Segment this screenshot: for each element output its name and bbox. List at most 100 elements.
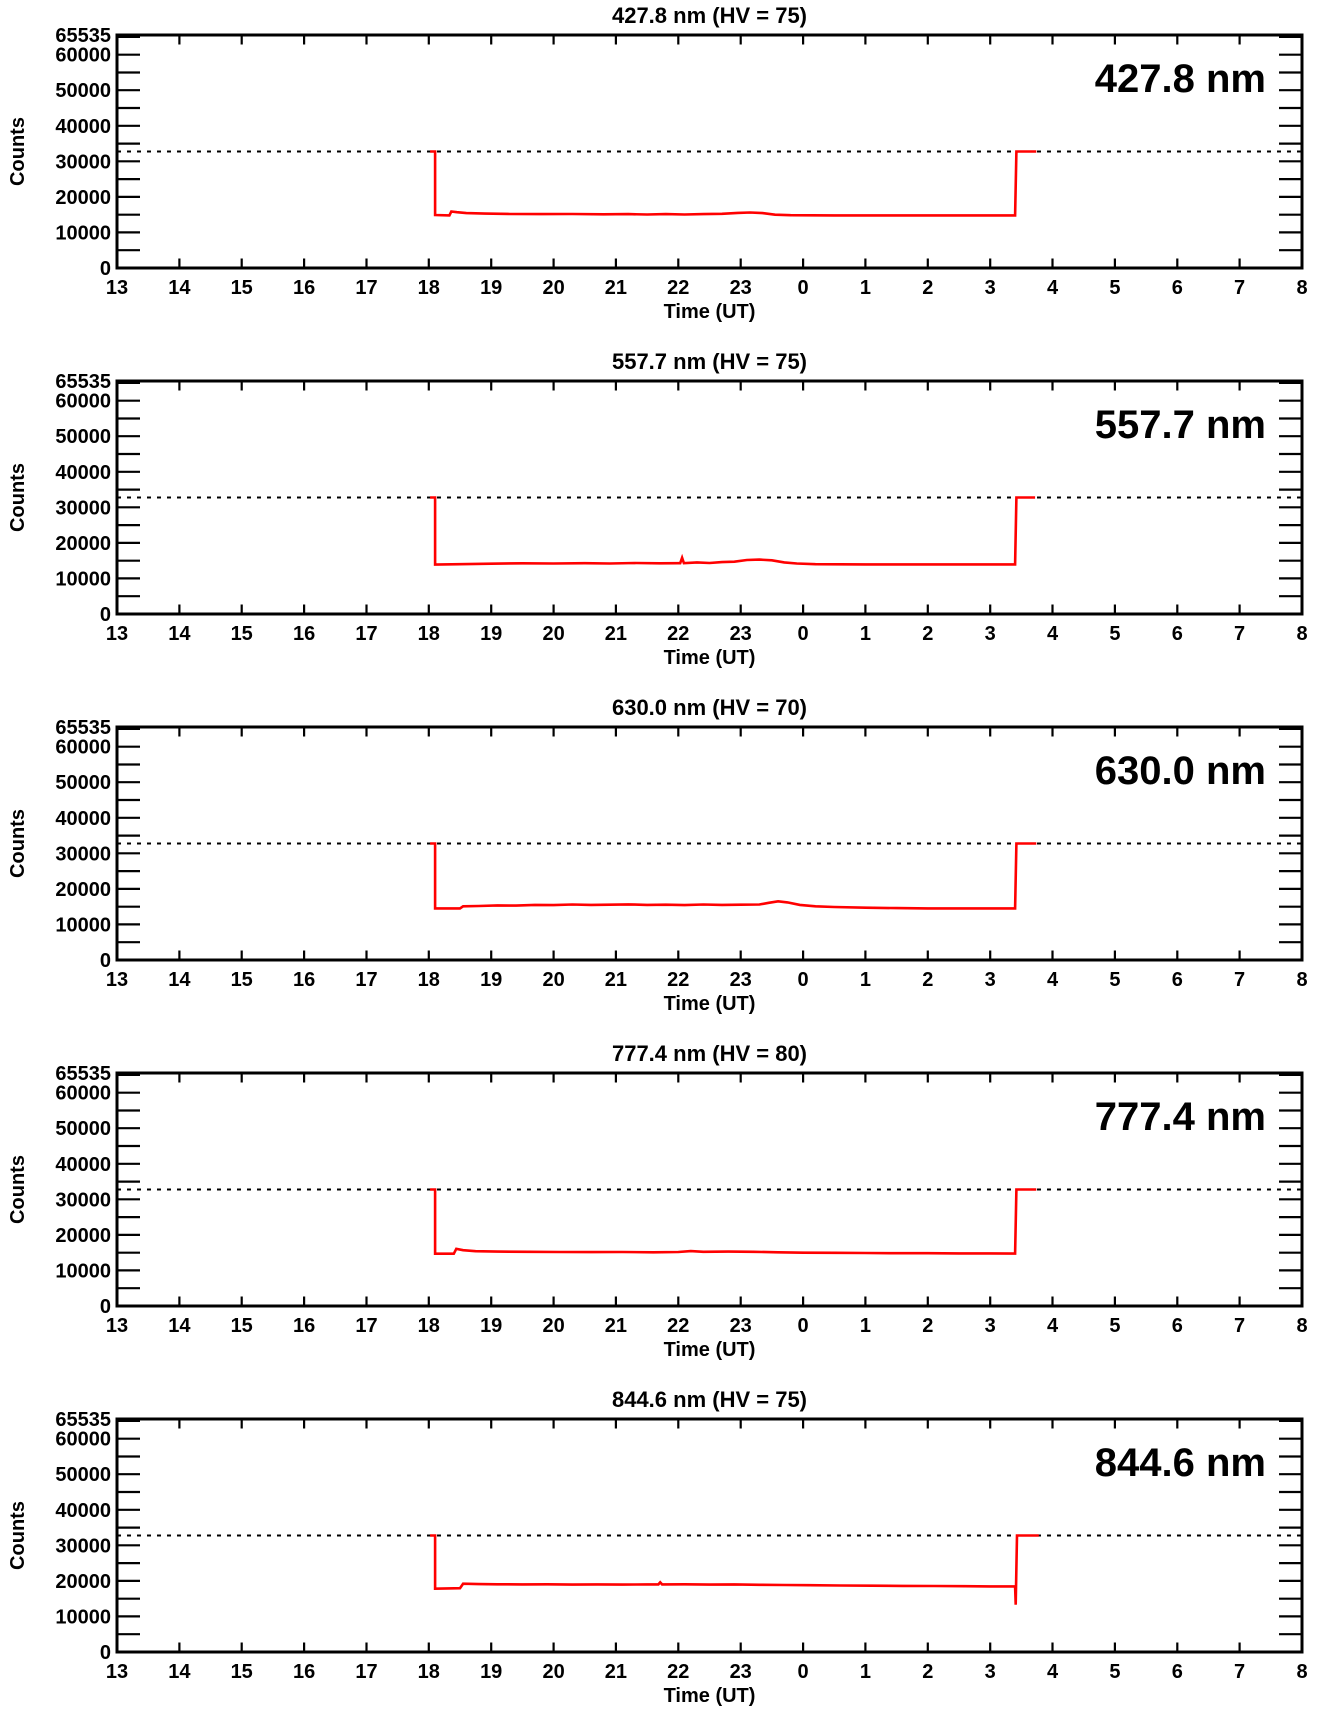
plot-box (115, 1417, 1304, 1654)
x-tick-label: 13 (106, 623, 128, 645)
y-tick-label: 30000 (55, 151, 111, 173)
x-tick-label: 22 (667, 623, 689, 645)
x-tick-label: 21 (605, 277, 627, 299)
x-tick-label: 16 (293, 969, 315, 991)
y-tick-label: 30000 (55, 497, 111, 519)
plot-box (115, 1071, 1304, 1308)
y-tick-label: 60000 (55, 45, 111, 67)
plot-title: 427.8 nm (HV = 75) (612, 3, 807, 28)
y-tick-label: 10000 (55, 914, 111, 936)
x-tick-label: 2 (922, 1661, 933, 1683)
x-axis-title: Time (UT) (664, 1339, 756, 1361)
x-tick-label: 23 (730, 277, 752, 299)
x-tick-label: 4 (1047, 277, 1059, 299)
x-tick-label: 0 (798, 277, 809, 299)
x-tick-label: 14 (168, 1661, 191, 1683)
x-tick-label: 0 (798, 1661, 809, 1683)
y-tick-label: 0 (100, 1296, 111, 1318)
x-axis-title: Time (UT) (664, 647, 756, 669)
chart-block-777-4nm: 777.4 nm (HV = 80) 13 14 15 16 17 18 19 20 21 22 23… (0, 1038, 1336, 1384)
x-tick-label: 4 (1047, 969, 1059, 991)
y-tick-label: 50000 (55, 426, 111, 448)
plot-box (115, 725, 1304, 962)
y-tick-label: 20000 (55, 1571, 111, 1593)
x-tick-label: 14 (168, 623, 191, 645)
x-tick-label: 1 (860, 277, 871, 299)
y-tick-label: 50000 (55, 80, 111, 102)
chart-block-630-0nm: 630.0 nm (HV = 70) 13 14 15 16 17 18 19 20 21 22 23… (0, 692, 1336, 1038)
x-tick-label: 16 (293, 623, 315, 645)
y-tick-label: 40000 (55, 462, 111, 484)
x-tick-label: 16 (293, 1661, 315, 1683)
x-tick-label: 17 (355, 969, 377, 991)
x-tick-label: 18 (418, 1661, 440, 1683)
x-tick-label: 18 (418, 277, 440, 299)
y-tick-label: 30000 (55, 843, 111, 865)
x-tick-label: 6 (1172, 1315, 1183, 1337)
x-axis-title: Time (UT) (664, 993, 756, 1015)
x-tick-label: 2 (922, 623, 933, 645)
y-tick-label: 20000 (55, 879, 111, 901)
x-tick-label: 6 (1172, 277, 1183, 299)
y-tick-label: 10000 (55, 1260, 111, 1282)
x-tick-label: 19 (480, 1661, 502, 1683)
x-tick-label: 3 (985, 623, 996, 645)
x-tick-label: 23 (730, 1315, 752, 1337)
y-tick-label: 65535 (55, 1063, 111, 1085)
x-tick-label: 23 (730, 1661, 752, 1683)
y-axis-title: Counts (7, 1501, 29, 1570)
x-tick-label: 14 (168, 277, 191, 299)
x-tick-label: 23 (730, 969, 752, 991)
y-axis-title: Counts (7, 809, 29, 878)
x-tick-label: 8 (1296, 1315, 1307, 1337)
wavelength-label: 630.0 nm (1095, 749, 1266, 793)
y-tick-label: 0 (100, 1642, 111, 1664)
plot-title: 630.0 nm (HV = 70) (612, 695, 807, 720)
x-tick-label: 13 (106, 1315, 128, 1337)
counts-chart: 427.8 nm (HV = 75)13 14 15 16 17 18 19 20 21 22 23… (7, 3, 1308, 323)
x-tick-label: 17 (355, 1315, 377, 1337)
y-axis-title: Counts (7, 1155, 29, 1224)
x-tick-label: 23 (730, 623, 752, 645)
counts-series-line (430, 1188, 1037, 1255)
x-tick-label: 22 (667, 969, 689, 991)
x-tick-label: 7 (1234, 969, 1245, 991)
x-tick-label: 1 (860, 1315, 871, 1337)
y-tick-label: 60000 (55, 1429, 111, 1451)
x-tick-label: 19 (480, 1315, 502, 1337)
x-tick-label: 6 (1172, 969, 1183, 991)
x-tick-label: 18 (418, 969, 440, 991)
y-tick-label: 0 (100, 258, 111, 280)
chart-block-427-8nm: 427.8 nm (HV = 75) 13 14 15 16 17 18 19 20 21 22 23… (0, 0, 1336, 346)
x-tick-label: 17 (355, 1661, 377, 1683)
x-tick-label: 8 (1296, 277, 1307, 299)
x-tick-label: 1 (860, 1661, 871, 1683)
y-axis-title: Counts (7, 117, 29, 186)
x-tick-label: 2 (922, 1315, 933, 1337)
y-tick-label: 50000 (55, 1464, 111, 1486)
x-tick-label: 13 (106, 1661, 128, 1683)
plot-title: 844.6 nm (HV = 75) (612, 1387, 807, 1412)
x-tick-label: 18 (418, 623, 440, 645)
x-tick-label: 7 (1234, 623, 1245, 645)
y-tick-label: 60000 (55, 391, 111, 413)
counts-series-line (430, 842, 1037, 910)
x-tick-label: 6 (1172, 623, 1183, 645)
counts-series-line (430, 1534, 1039, 1605)
y-tick-label: 65535 (55, 1409, 111, 1431)
y-tick-label: 0 (100, 604, 111, 626)
x-tick-label: 15 (231, 1661, 253, 1683)
x-tick-label: 17 (355, 623, 377, 645)
y-tick-label: 10000 (55, 1606, 111, 1628)
x-tick-label: 4 (1047, 1315, 1059, 1337)
y-tick-label: 65535 (55, 371, 111, 393)
counts-chart: 630.0 nm (HV = 70)13 14 15 16 17 18 19 20 21 22 23… (7, 695, 1308, 1015)
x-tick-label: 5 (1109, 623, 1120, 645)
x-tick-label: 20 (542, 969, 564, 991)
x-tick-label: 14 (168, 1315, 191, 1337)
counts-chart: 844.6 nm (HV = 75)13 14 15 16 17 18 19 20 21 22 23… (7, 1387, 1308, 1707)
y-tick-label: 0 (100, 950, 111, 972)
x-tick-label: 15 (231, 277, 253, 299)
x-tick-label: 17 (355, 277, 377, 299)
plot-title: 557.7 nm (HV = 75) (612, 349, 807, 374)
